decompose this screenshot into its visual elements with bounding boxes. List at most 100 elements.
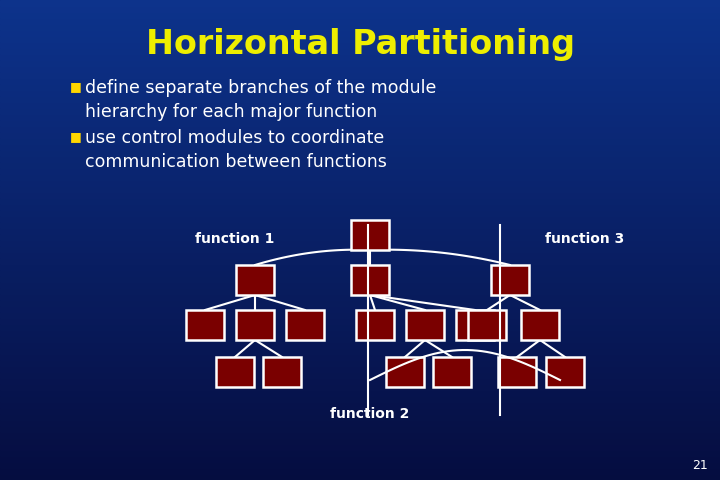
Bar [0,78,720,84]
Text: function 3: function 3 [545,232,624,246]
FancyBboxPatch shape [216,357,254,387]
FancyBboxPatch shape [356,310,394,340]
Bar [0,294,720,300]
Bar [0,288,720,294]
Bar [0,408,720,414]
Bar [0,438,720,444]
Bar [0,126,720,132]
Bar [0,102,720,108]
Bar [0,378,720,384]
Bar [0,120,720,126]
Bar [0,402,720,408]
FancyBboxPatch shape [433,357,471,387]
Bar [0,444,720,450]
FancyBboxPatch shape [236,310,274,340]
Bar [0,456,720,462]
Bar [0,198,720,204]
Bar [0,330,720,336]
Bar [0,24,720,30]
Bar [0,12,720,18]
FancyBboxPatch shape [406,310,444,340]
Text: 21: 21 [692,459,708,472]
Bar [0,354,720,360]
Bar [0,276,720,282]
FancyBboxPatch shape [456,310,494,340]
Bar [0,36,720,42]
FancyBboxPatch shape [351,265,389,295]
Bar [0,138,720,144]
Bar [0,300,720,306]
Bar [0,342,720,348]
Bar [0,180,720,186]
Text: use control modules to coordinate
communication between functions: use control modules to coordinate commun… [85,129,387,171]
Bar [0,462,720,468]
Bar [0,426,720,432]
Bar [0,384,720,390]
Bar [0,54,720,60]
Bar [0,468,720,474]
Bar [0,366,720,372]
FancyBboxPatch shape [386,357,424,387]
Bar [0,48,720,54]
Bar [0,264,720,270]
Bar [0,396,720,402]
Bar [0,168,720,174]
Bar [0,114,720,120]
Text: ■: ■ [70,130,82,143]
Bar [0,240,720,246]
FancyBboxPatch shape [236,265,274,295]
Bar [0,372,720,378]
Bar [0,186,720,192]
Bar [0,72,720,78]
Bar [0,60,720,66]
Bar [0,150,720,156]
Bar [0,204,720,210]
Bar [0,192,720,198]
FancyBboxPatch shape [521,310,559,340]
Bar [0,318,720,324]
Bar [0,228,720,234]
Bar [0,432,720,438]
Bar [0,144,720,150]
FancyBboxPatch shape [546,357,584,387]
Bar [0,174,720,180]
Bar [0,270,720,276]
FancyBboxPatch shape [491,265,529,295]
Bar [0,390,720,396]
Bar [0,360,720,366]
Bar [0,336,720,342]
Bar [0,0,720,6]
Bar [0,96,720,102]
Bar [0,90,720,96]
FancyBboxPatch shape [286,310,324,340]
Bar [0,312,720,318]
Bar [0,18,720,24]
Bar [0,84,720,90]
Bar [0,156,720,162]
Bar [0,234,720,240]
Bar [0,162,720,168]
Bar [0,324,720,330]
Bar [0,210,720,216]
Bar [0,222,720,228]
Text: function 1: function 1 [195,232,274,246]
Bar [0,132,720,138]
Bar [0,66,720,72]
Text: function 2: function 2 [330,407,410,421]
Bar [0,216,720,222]
Bar [0,258,720,264]
Bar [0,282,720,288]
Bar [0,108,720,114]
Bar [0,30,720,36]
Bar [0,414,720,420]
FancyBboxPatch shape [351,220,389,250]
Bar [0,252,720,258]
Text: define separate branches of the module
hierarchy for each major function: define separate branches of the module h… [85,79,436,121]
FancyBboxPatch shape [186,310,224,340]
Bar [0,474,720,480]
FancyBboxPatch shape [263,357,301,387]
Bar [0,420,720,426]
Text: Horizontal Partitioning: Horizontal Partitioning [145,28,575,61]
Bar [0,306,720,312]
FancyBboxPatch shape [498,357,536,387]
